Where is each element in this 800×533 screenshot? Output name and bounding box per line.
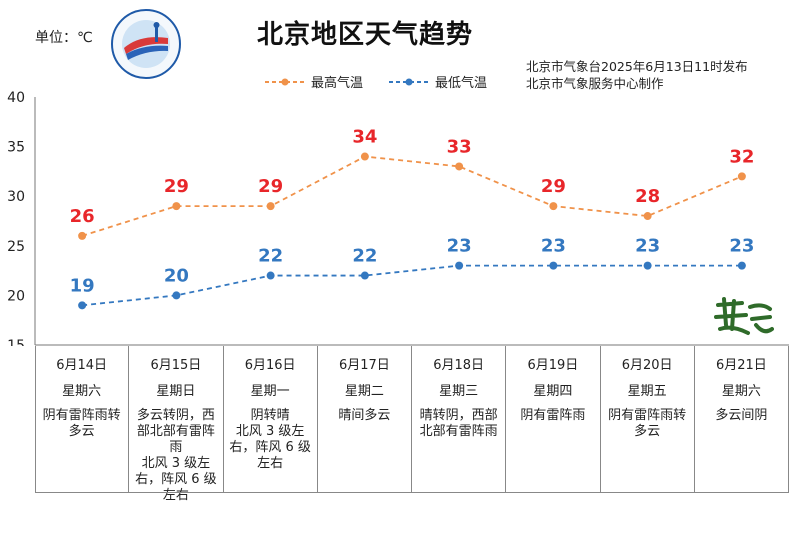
high-temp-point [360,152,369,161]
high-temp-label: 32 [729,146,754,167]
day-weekday: 星期二 [344,384,384,399]
day-date: 6月20日 [621,358,673,373]
summer-stamp-icon [714,297,774,335]
low-temp-label: 23 [541,236,566,257]
high-temp-point [172,202,181,211]
day-weekday: 星期六 [62,384,102,399]
day-weekday: 星期三 [439,384,479,399]
legend-low-line-icon [389,78,430,85]
low-temp-point [643,261,652,270]
low-temp-point [455,261,464,270]
high-temp-point [643,212,652,221]
day-column: 6月16日星期一阴转晴 北风 3 级左右，阵风 6 级左右 [224,346,318,492]
low-temp-line [82,264,742,307]
y-tick-label: 20 [7,288,25,304]
day-weather: 多云间阴 [715,408,768,423]
table-left-border [35,346,36,492]
day-weekday: 星期五 [627,384,667,399]
high-temp-line [81,155,743,237]
day-date: 6月15日 [150,358,202,373]
y-tick-label: 35 [7,140,25,156]
day-date: 6月17日 [338,358,390,373]
high-temp-point [455,162,464,171]
day-column: 6月21日星期六多云间阴 [695,346,789,492]
high-temp-label: 28 [635,186,660,207]
low-temp-point [360,271,369,280]
low-temp-label: 23 [447,236,472,257]
day-column: 6月20日星期五阴有雷阵雨转多云 [601,346,695,492]
source-info: 北京市气象台2025年6月13日11时发布 北京市气象服务中心制作 [526,58,748,92]
low-temp-label: 23 [729,236,754,257]
low-temp-point [172,291,181,300]
low-temp-label: 23 [635,236,660,257]
day-column: 6月15日星期日多云转阴，西部北部有雷阵雨 北风 3 级左右，阵风 6 级左右 [129,346,224,503]
source-line-1: 北京市气象台2025年6月13日11时发布 [526,59,748,74]
y-tick-label: 30 [7,189,25,205]
day-weather: 阴转晴 [250,408,290,423]
low-temp-label: 19 [70,275,95,296]
day-date: 6月19日 [527,358,579,373]
high-temp-point [549,202,558,211]
y-tick-label: 25 [7,239,25,255]
y-tick-label: 15 [7,338,25,346]
high-temp-label: 33 [447,136,472,157]
day-wind: 北风 3 级左右，阵风 6 级左右 [135,456,217,503]
day-column: 6月19日星期四阴有雷阵雨 [506,346,601,492]
day-weather: 阴有雷阵雨转多云 [42,408,121,439]
low-temp-label: 20 [164,265,189,286]
page-title: 北京地区天气趋势 [256,20,473,50]
high-temp-label: 26 [70,206,95,227]
day-wind: 北风 3 级左右，阵风 6 级左右 [229,424,311,471]
high-temp-point [78,231,87,240]
low-temp-point [549,261,558,270]
chart-legend: 最高气温 最低气温 [265,72,487,91]
day-weekday: 星期一 [250,384,290,399]
y-tick-label: 40 [7,90,25,106]
high-temp-label: 34 [352,127,377,148]
day-date: 6月21日 [715,358,767,373]
day-weather: 晴转阴，西部北部有雷阵雨 [419,408,498,439]
meteorological-service-logo-icon [111,9,181,79]
day-weather: 晴间多云 [338,408,391,423]
day-date: 6月14日 [56,358,108,373]
legend-item-high: 最高气温 [265,72,363,91]
temperature-chart: 40 35 30 25 20 15 26 29 29 34 33 29 28 32 19 20 22 22 23 23… [7,90,789,346]
high-temp-label: 29 [258,176,283,197]
low-temp-point [78,301,87,310]
day-weather: 多云转阴，西部北部有雷阵雨 [136,408,215,455]
source-line-2: 北京市气象服务中心制作 [526,76,664,91]
forecast-table: 6月14日 星期六 阴有雷阵雨转多云 6月15日 星期日 多云转阴，西部北部有雷阵雨 北风 … [35,346,789,503]
high-temp-point [737,172,746,181]
low-temp-label: 22 [352,246,377,267]
unit-label: 单位：℃ [35,30,93,46]
high-temp-label: 29 [164,176,189,197]
day-column: 6月14日星期六阴有雷阵雨转多云 [35,346,130,492]
day-weekday: 星期六 [721,384,761,399]
low-temp-point [266,271,275,280]
day-weather: 阴有雷阵雨 [520,408,586,423]
table-bottom-border [35,492,789,493]
high-temp-point [266,202,275,211]
high-temp-label: 29 [541,176,566,197]
legend-low-label: 最低气温 [435,76,488,91]
day-column: 6月17日星期二晴间多云 [318,346,412,492]
day-column: 6月18日星期三晴转阴，西部北部有雷阵雨 [412,346,507,492]
day-weekday: 星期四 [533,384,573,399]
day-weather: 阴有雷阵雨转多云 [608,408,687,439]
legend-high-label: 最高气温 [311,76,364,91]
day-date: 6月16日 [244,358,296,373]
low-temp-point [737,261,746,270]
legend-high-line-icon [265,78,305,85]
day-date: 6月18日 [433,358,485,373]
day-weekday: 星期日 [156,384,196,399]
low-temp-label: 22 [258,246,283,267]
legend-item-low: 最低气温 [389,72,487,91]
